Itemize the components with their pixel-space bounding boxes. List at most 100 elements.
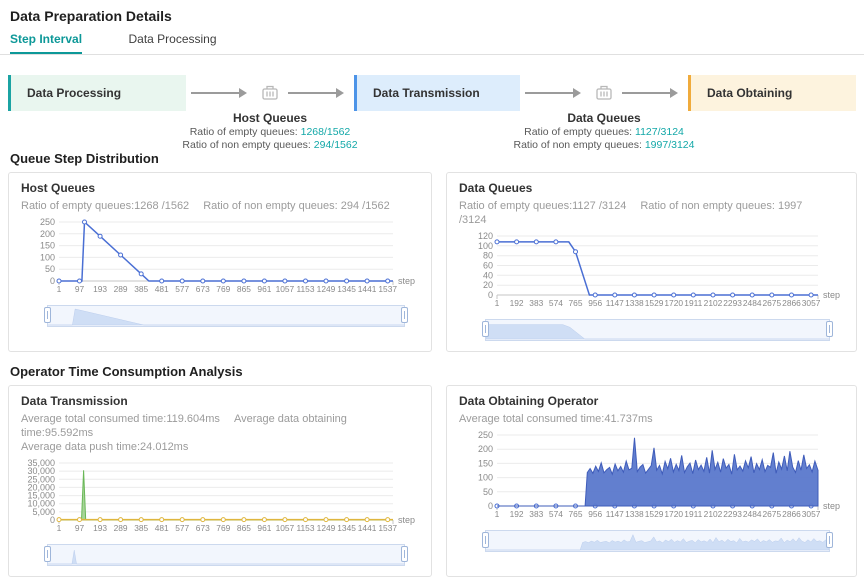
svg-text:97: 97 — [75, 284, 85, 294]
svg-text:250: 250 — [40, 217, 55, 227]
svg-text:60: 60 — [483, 261, 493, 271]
data-queues-datazoom-slider[interactable] — [482, 319, 833, 341]
svg-text:956: 956 — [588, 509, 602, 519]
slider-handle-right[interactable] — [401, 546, 408, 562]
pipeline-flow: Data Processing Host Queues Ratio of emp… — [8, 75, 856, 151]
ratio-label: Ratio of empty queues: — [524, 126, 633, 138]
slider-handle-left[interactable] — [482, 321, 489, 337]
svg-text:1147: 1147 — [606, 298, 624, 308]
tab-data-processing[interactable]: Data Processing — [128, 32, 217, 46]
card-data-obtaining-operator: Data Obtaining Operator Average total con… — [446, 385, 857, 577]
svg-text:1720: 1720 — [664, 509, 683, 519]
flow-box-data-obtaining[interactable]: Data Obtaining — [688, 75, 856, 111]
card-subtitle-part: Average data push time:24.012ms — [21, 441, 189, 453]
svg-text:step: step — [823, 501, 840, 511]
flow-arrow — [191, 88, 247, 98]
svg-text:961: 961 — [257, 284, 271, 294]
svg-text:865: 865 — [237, 523, 251, 533]
svg-text:50: 50 — [483, 487, 493, 497]
card-data-queues: Data Queues Ratio of empty queues:1127 /3… — [446, 172, 857, 352]
data-obtaining-operator-chart[interactable]: 0 50 100 150 200 250 1 192 383 574 765 956 1147 1338 1… — [459, 430, 844, 525]
svg-text:0: 0 — [488, 501, 493, 511]
svg-text:1: 1 — [57, 284, 62, 294]
svg-text:1249: 1249 — [317, 523, 336, 533]
ratio-label: Ratio of non empty queues: — [182, 138, 311, 151]
card-subtitle-part: Ratio of non empty queues: 294 /1562 — [203, 200, 390, 212]
host-queues-datazoom-slider[interactable] — [44, 305, 408, 327]
flow-box-data-processing[interactable]: Data Processing — [8, 75, 186, 111]
flow-box-label: Data Obtaining — [707, 86, 793, 100]
card-subtitle: Average data push time:24.012ms — [21, 440, 419, 454]
card-host-queues: Host Queues Ratio of empty queues:1268 /1… — [8, 172, 432, 352]
svg-text:1537: 1537 — [378, 284, 397, 294]
svg-text:1529: 1529 — [645, 509, 664, 519]
svg-text:961: 961 — [257, 523, 271, 533]
card-title: Host Queues — [21, 181, 96, 195]
svg-text:20: 20 — [483, 280, 493, 290]
svg-text:35,000: 35,000 — [27, 458, 55, 468]
card-subtitle-part: Ratio of empty queues:1268 /1562 — [21, 200, 190, 212]
svg-text:1338: 1338 — [625, 298, 644, 308]
svg-text:769: 769 — [216, 523, 230, 533]
flow-box-data-transmission[interactable]: Data Transmission — [354, 75, 520, 111]
svg-text:1345: 1345 — [337, 284, 356, 294]
slider-handle-right[interactable] — [826, 321, 833, 337]
svg-text:200: 200 — [478, 444, 493, 454]
svg-text:1153: 1153 — [296, 284, 314, 294]
slider-preview — [486, 320, 829, 340]
slider-preview — [48, 545, 404, 565]
svg-text:2484: 2484 — [743, 509, 762, 519]
svg-text:385: 385 — [134, 284, 148, 294]
svg-text:765: 765 — [569, 509, 583, 519]
svg-text:865: 865 — [237, 284, 251, 294]
ratio-value: 1268/1562 — [300, 126, 351, 138]
svg-text:200: 200 — [40, 229, 55, 239]
svg-text:0: 0 — [488, 290, 493, 300]
section: Operator Time Consumption Analysis Data T… — [0, 364, 864, 577]
card-subtitle: Ratio of empty queues:1268 /1562 Ratio of… — [21, 199, 419, 213]
svg-text:481: 481 — [155, 523, 169, 533]
svg-text:383: 383 — [529, 509, 543, 519]
slider-handle-right[interactable] — [826, 532, 833, 548]
slider-handle-left[interactable] — [44, 546, 51, 562]
data-transmission-datazoom-slider[interactable] — [44, 544, 408, 566]
svg-text:50: 50 — [45, 264, 55, 274]
slider-handle-right[interactable] — [401, 307, 408, 323]
svg-text:2675: 2675 — [762, 509, 781, 519]
tab-bar: Step Interval Data Processing — [0, 26, 864, 55]
svg-text:2866: 2866 — [782, 298, 801, 308]
svg-text:2102: 2102 — [704, 298, 723, 308]
svg-text:673: 673 — [196, 523, 210, 533]
data-obtaining-operator-datazoom-slider[interactable] — [482, 530, 833, 552]
svg-text:0: 0 — [50, 276, 55, 286]
data-queues-chart[interactable]: 0 20 40 60 80 100 120 1 192 383 574 765 956 1147 1338 1… — [459, 231, 844, 314]
svg-text:1153: 1153 — [296, 523, 314, 533]
svg-text:577: 577 — [175, 284, 189, 294]
slider-handle-left[interactable] — [44, 307, 51, 323]
ratio-label: Ratio of empty queues: — [189, 126, 298, 138]
data-transmission-chart[interactable]: 0 5,000 10,000 15,000 20,000 25,000 30,000 35,0… — [21, 458, 419, 539]
host-queues-chart[interactable]: 0 50 100 150 200 250 1 97 193 289 385 481 577 673 769 8… — [21, 217, 419, 300]
card-title: Data Transmission — [21, 394, 128, 408]
svg-text:100: 100 — [478, 241, 493, 251]
card-subtitle: Ratio of empty queues:1127 /3124 Ratio of… — [459, 199, 844, 227]
svg-text:193: 193 — [93, 523, 107, 533]
slider-preview — [486, 531, 829, 551]
svg-text:956: 956 — [588, 298, 602, 308]
ratio-non-empty-line: Ratio of non empty queues: 1997/3124 — [479, 139, 729, 152]
card-subtitle-part: Average data obtaining time:95.592ms — [21, 413, 347, 439]
flow-arrow — [622, 88, 678, 98]
svg-text:289: 289 — [114, 284, 128, 294]
svg-text:30,000: 30,000 — [27, 466, 55, 476]
data-transmission-canvas[interactable]: 05,00010,00015,00020,00025,00030,00035,0… — [21, 458, 419, 534]
svg-text:120: 120 — [478, 231, 493, 241]
slider-handle-left[interactable] — [482, 532, 489, 548]
svg-text:1057: 1057 — [276, 523, 295, 533]
card-title: Data Queues — [459, 181, 533, 195]
tab-step-interval[interactable]: Step Interval — [10, 26, 83, 54]
svg-text:1: 1 — [57, 523, 62, 533]
page-title: Data Preparation Details — [10, 8, 172, 24]
